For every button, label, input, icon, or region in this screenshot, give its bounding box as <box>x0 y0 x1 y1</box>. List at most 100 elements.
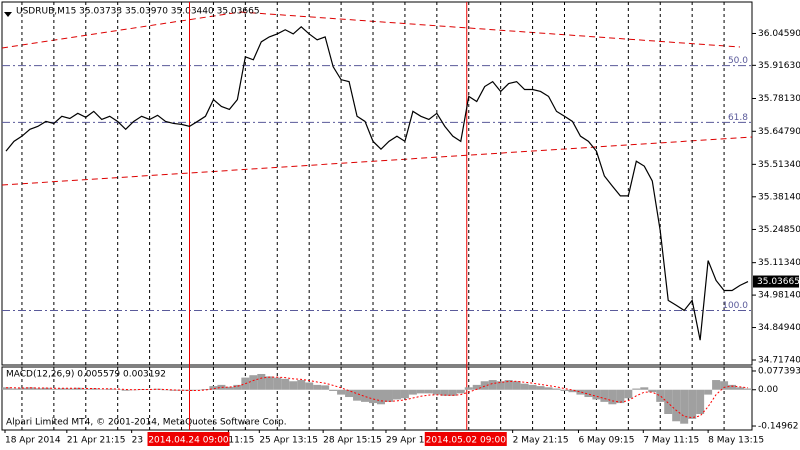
macd-bar <box>257 373 266 390</box>
trend-line <box>1 11 241 49</box>
macd-bar <box>297 380 306 390</box>
macd-bar <box>496 381 505 390</box>
macd-bar <box>225 386 234 390</box>
marker-box <box>424 432 507 446</box>
macd-bar <box>281 378 290 390</box>
macd-y-tick-label: -0.14962 <box>758 422 798 432</box>
macd-bar <box>424 389 433 394</box>
macd-bar <box>105 388 114 390</box>
price-box <box>753 275 799 288</box>
macd-bar <box>680 389 689 424</box>
x-tick-label: 25 Apr 13:15 <box>259 436 318 446</box>
macd-bar <box>353 389 362 401</box>
y-tick-label: 35.78130 <box>758 94 800 104</box>
marker-label: 2014.04.24 09:00 <box>148 436 229 446</box>
macd-bar <box>744 388 753 390</box>
macd-bar <box>1 387 10 390</box>
macd-bar <box>49 388 58 390</box>
x-tick-label: 6 May 09:15 <box>578 436 634 446</box>
macd-bar <box>520 383 529 390</box>
macd-bar <box>209 386 218 390</box>
macd-bar <box>289 381 298 390</box>
macd-bar <box>688 389 697 419</box>
x-tick-label: 8 May 13:15 <box>708 436 764 446</box>
y-tick-label: 35.51340 <box>758 160 800 170</box>
macd-bar <box>273 377 282 390</box>
macd-bar <box>169 389 178 391</box>
macd-bar <box>720 381 729 390</box>
y-tick-label: 34.98140 <box>758 291 800 301</box>
macd-bar <box>704 389 713 395</box>
macd-bar <box>185 389 194 391</box>
macd-bar <box>33 388 42 390</box>
macd-bar <box>17 387 26 390</box>
macd-bar <box>376 389 385 405</box>
macd-bar <box>137 389 146 390</box>
macd-bar <box>728 384 737 390</box>
macd-frame <box>1 366 753 431</box>
macd-bar <box>536 386 545 390</box>
fib-label: 61.8 <box>728 113 748 123</box>
x-tick-label: 28 Apr 15:15 <box>323 436 382 446</box>
macd-bar <box>201 389 210 390</box>
x-tick-label: 29 Apr 17 <box>386 436 430 446</box>
macd-bar <box>233 384 242 390</box>
macd-bar <box>249 375 258 390</box>
macd-bar <box>337 389 346 395</box>
macd-bar <box>25 387 34 390</box>
macd-bar <box>265 376 274 390</box>
macd-bar <box>552 388 561 390</box>
price-line <box>5 26 749 341</box>
macd-bar <box>640 387 649 390</box>
macd-bar <box>361 389 370 402</box>
macd-bar <box>9 388 18 390</box>
menu-icon[interactable] <box>4 12 12 17</box>
x-tick-label: 2 May 21:15 <box>513 436 569 446</box>
macd-bar <box>57 388 66 390</box>
macd-bar <box>65 388 74 390</box>
macd-bar <box>464 387 473 390</box>
macd-bar <box>73 387 82 390</box>
macd-bar <box>584 389 593 398</box>
macd-signal <box>5 376 749 419</box>
macd-bar <box>400 389 409 399</box>
macd-bar <box>512 381 521 390</box>
macd-bar <box>696 389 705 414</box>
macd-bar <box>321 385 330 390</box>
macd-bar <box>712 380 721 390</box>
price-label: 35.03665 <box>757 277 800 287</box>
macd-bar <box>600 389 609 402</box>
macd-bar <box>624 389 633 399</box>
macd-bar <box>560 389 569 391</box>
macd-bar <box>369 389 378 404</box>
copyright: Alpari Limited MT4, © 2001-2014, MetaQuo… <box>6 418 287 428</box>
fib-label: 100.0 <box>722 301 748 311</box>
fib-label: 50.0 <box>728 56 748 66</box>
macd-bar <box>672 389 681 422</box>
macd-bar <box>345 389 354 398</box>
macd-bar <box>456 389 465 394</box>
marker-label: 2014.05.02 09:00 <box>426 436 507 446</box>
macd-bar <box>568 389 577 393</box>
macd-bar <box>153 388 162 390</box>
macd-bar <box>656 389 665 402</box>
macd-bar <box>329 389 338 391</box>
macd-bar <box>81 388 90 390</box>
y-tick-label: 36.04590 <box>758 29 800 39</box>
macd-bar <box>41 387 50 390</box>
y-tick-label: 35.64790 <box>758 127 800 137</box>
macd-bar <box>392 389 401 400</box>
macd-bar <box>440 389 449 396</box>
macd-bar <box>305 382 314 390</box>
main-frame <box>1 1 753 366</box>
macd-y-tick-label: 0.00 <box>758 385 778 395</box>
x-tick-label: 23 <box>132 436 143 446</box>
macd-bar <box>488 380 497 390</box>
x-tick-label: 7 May 11:15 <box>643 436 699 446</box>
y-tick-label: 35.38140 <box>758 192 800 202</box>
macd-bar <box>648 389 657 393</box>
trend-line <box>239 11 741 48</box>
macd-bar <box>632 388 641 390</box>
trend-line <box>1 136 753 186</box>
